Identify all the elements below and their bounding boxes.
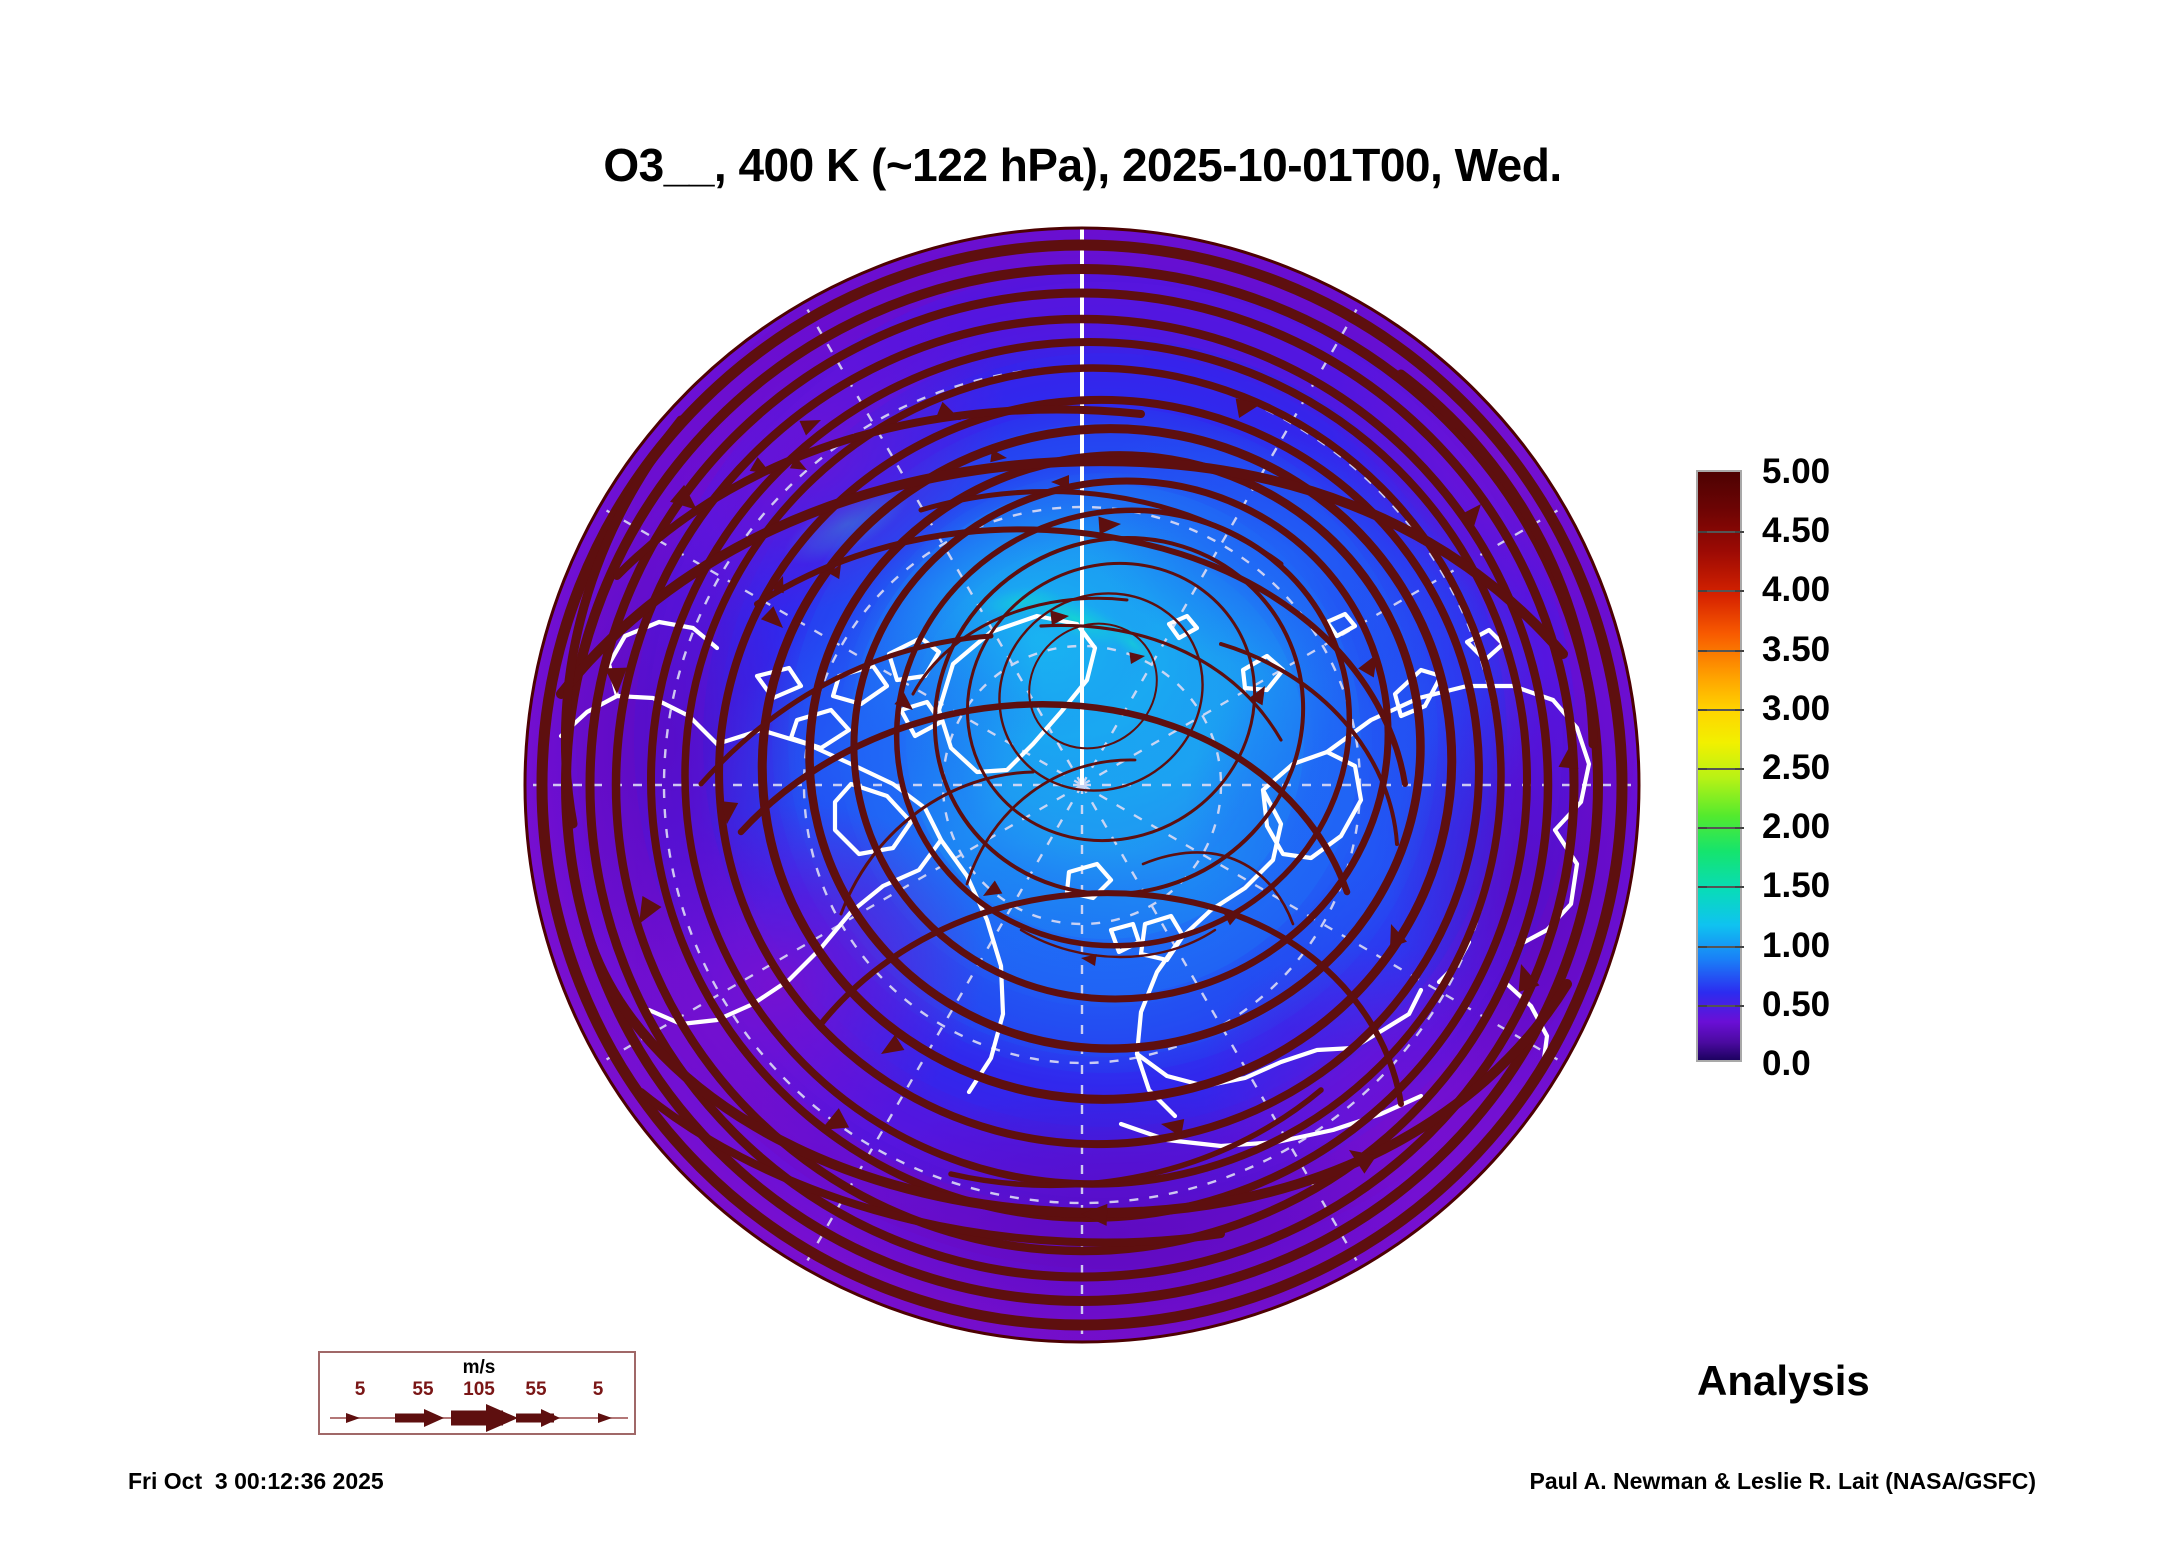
- wind-legend-speed-55-right: 55: [525, 1379, 547, 1400]
- render-timestamp: Fri Oct 3 00:12:36 2025: [128, 1468, 384, 1494]
- colorbar-tick: [1698, 531, 1744, 534]
- wind-speed-legend: m/s 5 55 105 55 5: [318, 1351, 636, 1435]
- author-credit: Paul A. Newman & Leslie R. Lait (NASA/GS…: [1529, 1468, 2036, 1494]
- wind-legend-units-label: m/s: [462, 1357, 496, 1378]
- colorbar-label-3-00: 3.00: [1762, 688, 1831, 728]
- colorbar-tick: [1698, 1004, 1744, 1007]
- colorbar-label-0-50: 0.50: [1762, 984, 1831, 1024]
- colorbar-label-0-0: 0.0: [1762, 1044, 1811, 1083]
- colorbar-label-1-00: 1.00: [1762, 925, 1831, 965]
- globe-outline: [523, 226, 1641, 1344]
- colorbar-gradient: [1696, 470, 1744, 1062]
- colorbar-label-4-50: 4.50: [1762, 511, 1831, 551]
- polar-map-panel: [521, 224, 1643, 1346]
- colorbar-label-5-00: 5.00: [1762, 452, 1831, 491]
- wind-streamlines: [536, 239, 1628, 1331]
- colorbar-tick: [1698, 827, 1744, 830]
- wind-legend-speed-55-left: 55: [412, 1379, 434, 1400]
- colorbar-tick: [1698, 649, 1744, 652]
- wind-legend-arrow-scale: [330, 1404, 628, 1432]
- colorbar-label-2-00: 2.00: [1762, 807, 1831, 847]
- colorbar-label-1-50: 1.50: [1762, 866, 1831, 906]
- colorbar-label-4-00: 4.00: [1762, 570, 1831, 610]
- colorbar-tick: [1698, 708, 1744, 711]
- wind-legend-speed-5-right: 5: [592, 1379, 604, 1400]
- polar-stereographic-globe: [523, 226, 1641, 1344]
- colorbar-tick: [1698, 768, 1744, 770]
- wind-legend-speed-105: 105: [463, 1379, 495, 1400]
- colorbar: 5.00 4.50 4.00 3.50 3.00 2.50 2.00 1.50 …: [1696, 454, 2026, 1083]
- colorbar-label-3-50: 3.50: [1762, 629, 1831, 669]
- colorbar-label-2-50: 2.50: [1762, 748, 1831, 787]
- wind-legend-speed-5-left: 5: [354, 1379, 366, 1400]
- analysis-label: Analysis: [1697, 1357, 1870, 1404]
- streamline-arrowheads: [605, 398, 1579, 1226]
- colorbar-tick: [1698, 886, 1744, 889]
- colorbar-tick: [1698, 590, 1744, 593]
- page-title: O3__, 400 K (~122 hPa), 2025-10-01T00, W…: [603, 139, 1562, 191]
- colorbar-tick: [1698, 945, 1744, 948]
